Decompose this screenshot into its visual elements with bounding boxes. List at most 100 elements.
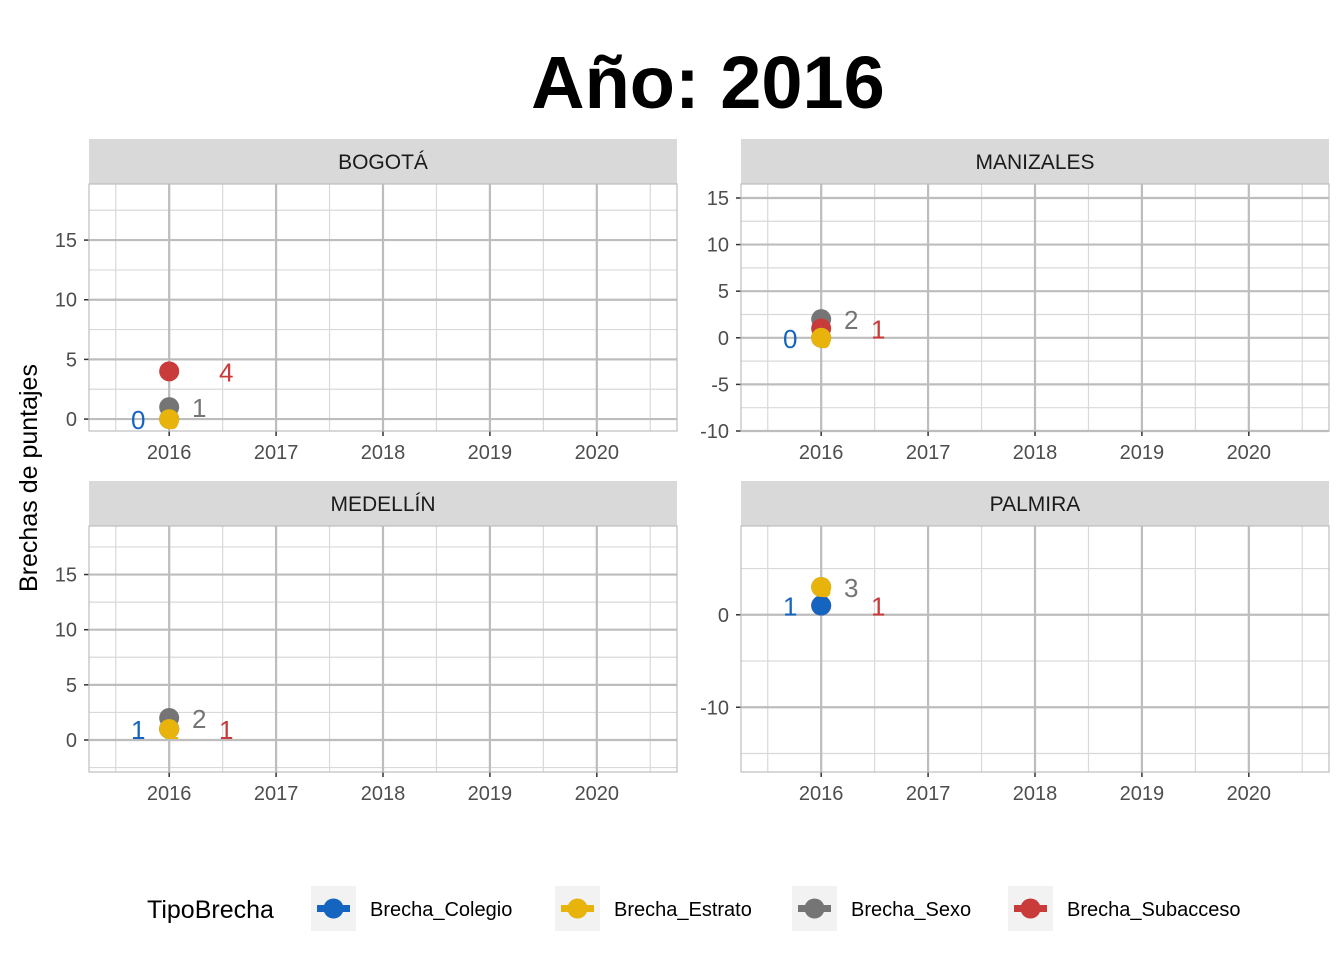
y-tick-label: 15 [707,188,729,210]
y-tick-label: -10 [700,697,729,719]
points: 0 0 14 [131,357,233,435]
y-tick-label: 15 [55,565,77,587]
strip-label-medellin: MEDELLÍN [330,493,435,516]
y-tick-label: 10 [55,620,77,642]
y-tick-label: 5 [66,349,77,371]
legend-title: TipoBrecha [147,896,274,924]
data-label-brecha-colegio: 1 [783,592,797,622]
y-tick-label: 10 [707,235,729,257]
x-tick-label: 2018 [1013,442,1058,464]
points: 0 02 1 [783,305,885,354]
strip-label-manizales: MANIZALES [975,151,1094,174]
strip-background [741,481,1329,526]
x-tick-label: 2016 [147,442,192,464]
legend-item-brecha-colegio: Brecha_Colegio [311,886,512,931]
strip-background [741,139,1329,184]
data-label-brecha-sexo: 3 [844,573,858,603]
data-label-brecha-estrato: 3 [817,573,831,603]
data-label-brecha-colegio: 0 [131,405,145,435]
legend-key-point [1020,898,1041,919]
legend-label: Brecha_Estrato [614,899,752,921]
gridlines [89,184,677,431]
panel-border [740,183,1330,432]
x-tick-label: 2020 [575,783,620,805]
panel-border [740,525,1330,773]
data-label-brecha-subacceso: 1 [871,592,885,622]
x-tick-label: 2016 [147,783,192,805]
legend-item-brecha-sexo: Brecha_Sexo [792,886,971,931]
x-tick-label: 2019 [1120,783,1165,805]
y-tick-label: 5 [66,675,77,697]
y-tick-label: 5 [718,281,729,303]
y-tick-label: 10 [55,290,77,312]
data-label-brecha-estrato: 0 [817,324,831,354]
data-label-brecha-estrato: 0 [165,405,179,435]
data-label-brecha-sexo: 2 [192,704,206,734]
x-tick-label: 2017 [254,442,299,464]
y-tick-label: 0 [66,730,77,752]
legend-entries: Brecha_Colegio Brecha_Estrato Brecha_Sexo B… [311,886,1240,931]
strip-background [89,481,677,526]
data-label-brecha-sexo: 1 [192,393,206,423]
y-tick-label: 0 [66,409,77,431]
strip-label-bogota: BOGOTÁ [338,151,428,174]
x-tick-label: 2020 [1227,783,1272,805]
legend-item-brecha-subacceso: Brecha_Subacceso [1008,886,1240,931]
x-tick-label: 2018 [1013,783,1058,805]
strip-background [89,139,677,184]
y-tick-label: 0 [718,328,729,350]
chart-title: Año: 2016 [531,41,885,124]
data-label-brecha-colegio: 1 [131,715,145,745]
point-brecha-estrato [159,409,180,430]
data-label-brecha-subacceso: 1 [219,715,233,745]
gridlines [89,526,677,772]
data-label-brecha-estrato: 1 [165,715,179,745]
points: 13 31 [783,573,885,621]
y-tick-label: 15 [55,230,77,252]
x-tick-label: 2020 [575,442,620,464]
legend: TipoBrecha Brecha_Colegio Brecha_Estrato B… [147,886,1240,931]
legend-key-point [804,898,825,919]
x-tick-label: 2019 [1120,442,1165,464]
point-brecha-estrato [811,327,832,348]
data-label-brecha-subacceso: 4 [219,357,233,387]
y-tick-label: -10 [700,421,729,443]
x-tick-label: 2019 [468,783,513,805]
data-label-brecha-subacceso: 1 [871,314,885,344]
y-tick-label: -5 [711,374,729,396]
gridlines [741,526,1329,772]
legend-key-point [323,898,344,919]
data-label-brecha-sexo: 2 [844,305,858,335]
legend-item-brecha-estrato: Brecha_Estrato [555,886,752,931]
point-brecha-estrato [811,577,832,598]
legend-label: Brecha_Subacceso [1067,899,1240,921]
x-tick-label: 2017 [906,783,951,805]
y-tick-label: 0 [718,605,729,627]
x-tick-label: 2016 [799,783,844,805]
point-brecha-colegio [811,595,832,616]
x-tick-label: 2018 [361,442,406,464]
point-brecha-estrato [159,718,180,739]
panel-border [88,183,678,432]
panel-border [88,525,678,773]
x-tick-label: 2018 [361,783,406,805]
data-label-brecha-colegio: 0 [783,324,797,354]
x-tick-label: 2017 [906,442,951,464]
point-brecha-subacceso [159,361,180,382]
legend-key-point [567,898,588,919]
strip-label-palmira: PALMIRA [990,493,1081,516]
y-axis-title: Brechas de puntajes [15,364,43,592]
legend-label: Brecha_Colegio [370,899,512,921]
x-tick-label: 2019 [468,442,513,464]
x-tick-label: 2016 [799,442,844,464]
x-tick-label: 2017 [254,783,299,805]
x-tick-label: 2020 [1227,442,1272,464]
legend-label: Brecha_Sexo [851,899,971,921]
